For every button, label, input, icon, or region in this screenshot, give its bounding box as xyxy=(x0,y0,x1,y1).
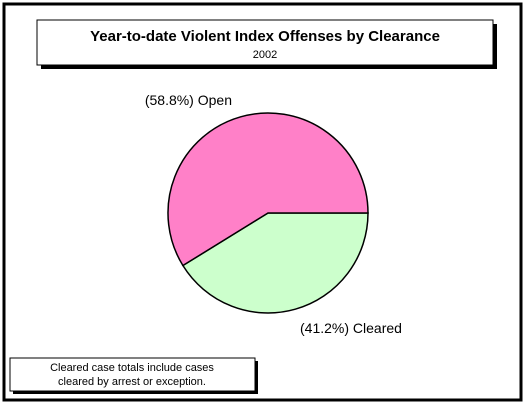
slice-label: (58.8%) Open xyxy=(145,92,232,108)
slice-category-label: Open xyxy=(198,92,232,108)
note-box xyxy=(9,357,256,392)
note-line: cleared by arrest or exception. xyxy=(58,376,206,388)
slice-label: (41.2%) Cleared xyxy=(300,320,402,336)
title-box xyxy=(36,19,494,66)
chart-subtitle: 2002 xyxy=(253,49,277,61)
slice-value-label: (58.8%) xyxy=(145,92,194,108)
chart-title: Year-to-date Violent Index Offenses by C… xyxy=(90,28,440,45)
pie-slice xyxy=(167,112,369,267)
slice-category-label: Cleared xyxy=(353,320,402,336)
pie-slice xyxy=(181,212,369,314)
slice-value-label: (41.2%) xyxy=(300,320,349,336)
note-line: Cleared case totals include cases xyxy=(50,362,214,374)
